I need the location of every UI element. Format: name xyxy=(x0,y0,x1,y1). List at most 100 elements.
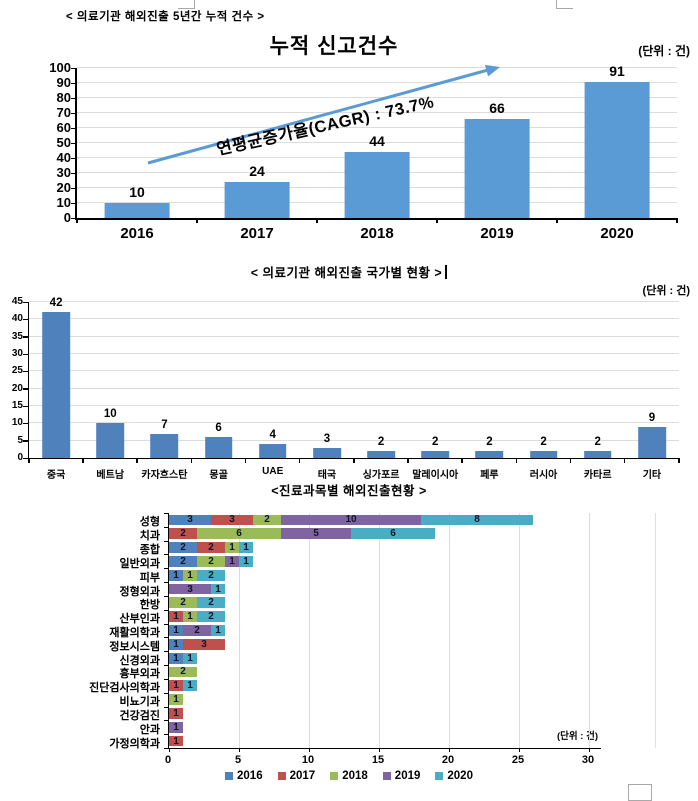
x-axis-tick xyxy=(316,218,318,223)
bar-slot-0: 42 중국 xyxy=(29,297,83,481)
x-axis-tick xyxy=(436,218,438,223)
bar-5 xyxy=(313,447,341,458)
y-axis-tick xyxy=(23,353,28,356)
bar-0 xyxy=(42,312,70,458)
y-axis-tick xyxy=(23,440,28,442)
segment-2019: 10 xyxy=(281,514,421,526)
x-axis-tick xyxy=(76,218,78,223)
y-axis-tick xyxy=(164,526,168,528)
y-axis-tick xyxy=(23,336,28,338)
segment-2020: 1 xyxy=(239,542,253,553)
category-label-14: 건강검진 xyxy=(119,709,160,722)
y-axis-label: 15 xyxy=(11,400,23,412)
category-label-3: 일반외과 xyxy=(119,557,160,570)
segment-2017: 1 xyxy=(169,735,183,747)
bar-slot-6: 2 싱가포르 xyxy=(354,302,408,481)
bar-1 xyxy=(96,423,125,458)
segment-value-label: 1 xyxy=(187,680,193,692)
x-category-label: 태국 xyxy=(317,470,337,481)
y-axis-tick xyxy=(164,554,168,556)
segment-value-label: 2 xyxy=(264,514,270,526)
cumulative-report-chart: 누적 신고건수 (단위 : 건) 0 10 20 30 40 50 60 70 80 90 100 1… xyxy=(0,28,698,258)
bar-slot-0: 10 2016 xyxy=(77,68,197,242)
segment-value-label: 2 xyxy=(180,597,186,609)
bar-value-label: 7 xyxy=(161,418,168,431)
segment-value-label: 1 xyxy=(173,721,179,733)
y-axis-label: 0 xyxy=(17,452,23,463)
page-margin-mark-left xyxy=(178,0,195,9)
y-axis-tick xyxy=(23,405,28,408)
y-axis-tick xyxy=(164,623,168,625)
x-axis-label: 10 xyxy=(301,754,315,766)
y-axis-label: 80 xyxy=(56,89,71,105)
bar-8 xyxy=(475,451,504,458)
gridline xyxy=(379,513,380,748)
y-axis-tick xyxy=(164,568,168,570)
y-axis-label: 10 xyxy=(11,417,23,429)
legend-item-2017: 2017 xyxy=(277,770,315,782)
segment-value-label: 1 xyxy=(229,542,235,553)
bar-slot-8: 2 페루 xyxy=(462,302,516,481)
bar-2 xyxy=(344,152,410,218)
segment-value-label: 3 xyxy=(187,514,193,526)
bar-slot-11: 9 기타 xyxy=(625,302,679,481)
y-axis-tick xyxy=(23,457,28,459)
gridline xyxy=(589,513,590,748)
y-axis-tick xyxy=(71,202,76,204)
segment-value-label: 10 xyxy=(345,514,357,526)
bar-slot-9: 2 러시아 xyxy=(517,302,571,481)
segment-value-label: 1 xyxy=(173,611,179,623)
y-axis-label: 60 xyxy=(56,119,71,135)
bar-3 xyxy=(464,119,530,218)
segment-value-label: 1 xyxy=(173,680,179,692)
x-axis-tick xyxy=(407,458,409,463)
x-axis-tick xyxy=(298,458,301,463)
y-axis-label: 35 xyxy=(11,330,23,342)
bar-9 xyxy=(529,451,558,458)
segment-value-label: 1 xyxy=(173,735,179,747)
chart2-title: < 의료기관 해외진출 국가별 현황 > xyxy=(0,262,698,281)
segment-value-label: 2 xyxy=(180,542,186,553)
x-axis-tick xyxy=(238,748,240,752)
y-axis-tick xyxy=(164,651,168,653)
segment-2016: 3 xyxy=(169,514,211,526)
x-axis-label: 15 xyxy=(371,754,385,766)
legend-label: 2020 xyxy=(447,770,473,782)
x-axis-tick xyxy=(136,458,138,463)
bar-slot-2: 7 카자흐스탄 xyxy=(137,302,191,481)
bar-6 xyxy=(367,451,395,458)
legend-item-2016: 2016 xyxy=(225,770,263,782)
segment-2018: 2 xyxy=(169,597,197,609)
segment-2016: 1 xyxy=(169,638,183,650)
x-axis-tick xyxy=(588,748,590,752)
category-label-10: 신경외과 xyxy=(119,654,160,667)
gridline xyxy=(29,422,679,424)
segment-2018: 2 xyxy=(169,666,197,678)
x-axis-tick xyxy=(196,218,198,223)
bar-2 xyxy=(150,433,179,458)
x-axis-tick xyxy=(676,218,678,223)
segment-value-label: 1 xyxy=(215,625,221,636)
y-axis-label: 25 xyxy=(11,365,23,377)
segment-2020: 1 xyxy=(211,625,225,636)
segment-2018: 1 xyxy=(183,569,197,581)
legend-swatch-icon xyxy=(382,772,391,780)
category-label-5: 정형외과 xyxy=(119,585,160,598)
y-axis-tick xyxy=(164,706,168,708)
department-chart: <진료과목별 해외진출현황 > (단위 : 건) 3 3 2 10 8 2 6 5 6 2 2 1 1 2… xyxy=(0,478,698,800)
chart1-unit-label: (단위 : 건) xyxy=(638,44,690,58)
segment-2020: 6 xyxy=(351,528,435,540)
y-axis-tick xyxy=(164,609,168,611)
y-axis-tick xyxy=(164,665,168,667)
x-axis-tick xyxy=(461,458,463,463)
y-axis-label: 20 xyxy=(56,179,71,195)
segment-2017: 1 xyxy=(169,708,183,719)
x-axis-tick xyxy=(518,748,520,752)
y-axis-tick xyxy=(23,318,28,321)
bar-value-label: 2 xyxy=(594,436,601,449)
gridline xyxy=(29,370,679,372)
x-axis-tick xyxy=(378,748,380,752)
segment-2017: 3 xyxy=(183,638,225,650)
y-axis-label: 20 xyxy=(11,382,23,394)
bar-11 xyxy=(638,426,666,458)
